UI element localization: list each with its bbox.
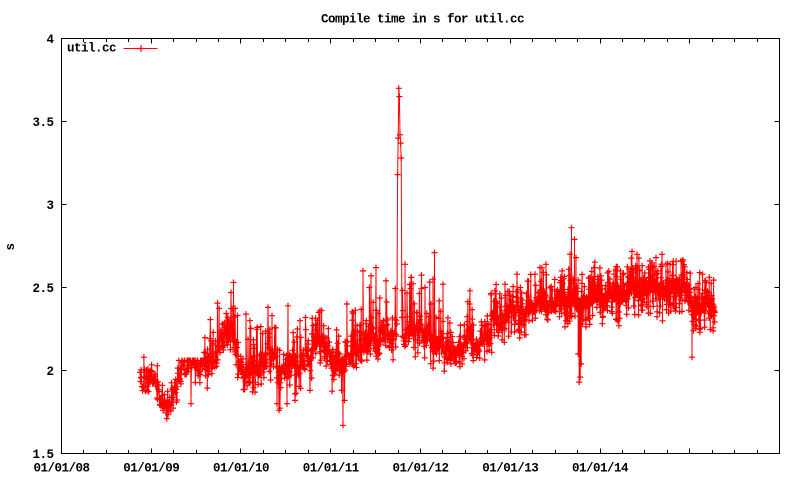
svg-text:2: 2 — [46, 365, 53, 379]
svg-text:01/01/09: 01/01/09 — [123, 462, 179, 476]
svg-text:01/01/08: 01/01/08 — [33, 462, 89, 476]
svg-text:3: 3 — [46, 199, 53, 213]
svg-text:4: 4 — [46, 33, 54, 47]
svg-text:01/01/14: 01/01/14 — [572, 462, 629, 476]
svg-text:2.5: 2.5 — [32, 282, 53, 296]
svg-text:01/01/13: 01/01/13 — [482, 462, 538, 476]
svg-text:1.5: 1.5 — [32, 448, 53, 462]
svg-text:util.cc: util.cc — [67, 42, 116, 56]
svg-text:Compile time in s for util.cc: Compile time in s for util.cc — [321, 13, 524, 27]
svg-text:3.5: 3.5 — [32, 116, 53, 130]
svg-text:01/01/10: 01/01/10 — [213, 462, 269, 476]
svg-text:01/01/11: 01/01/11 — [303, 462, 359, 476]
svg-text:s: s — [4, 243, 18, 250]
svg-text:01/01/12: 01/01/12 — [392, 462, 448, 476]
